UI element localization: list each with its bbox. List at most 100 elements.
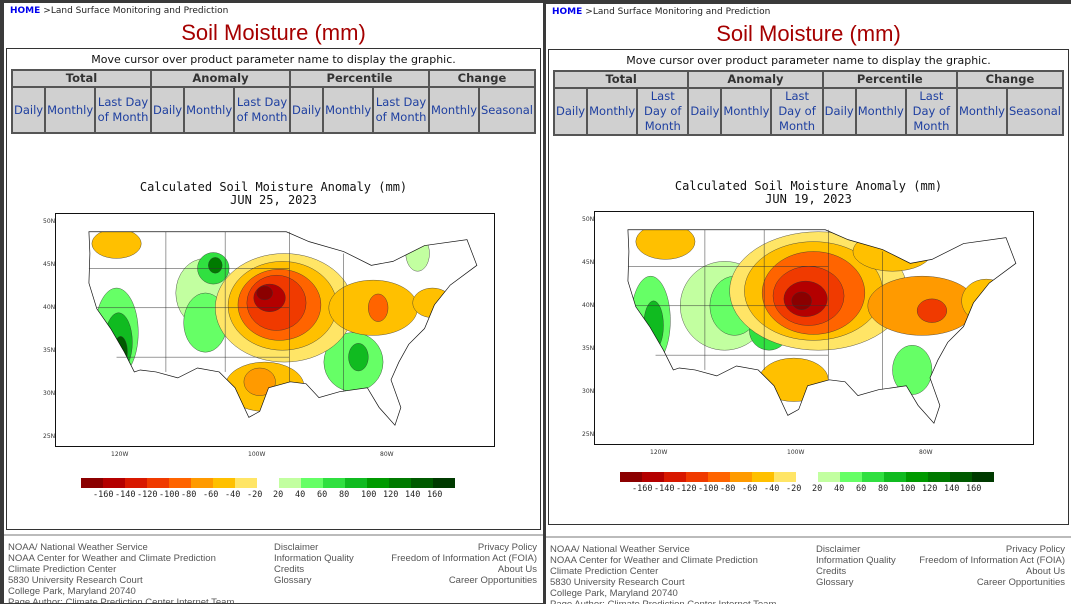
legend-swatch xyxy=(169,478,191,488)
footer-link[interactable]: Career Opportunities xyxy=(448,575,537,586)
nav-link-anomaly-daily[interactable]: Daily xyxy=(687,87,723,136)
footer-link[interactable]: Career Opportunities xyxy=(976,577,1065,588)
footer-link[interactable]: Privacy Policy xyxy=(1005,544,1065,555)
nav-link-total-last-day-of-month[interactable]: Last Day of Month xyxy=(94,86,152,134)
nav-link-percentile-daily[interactable]: Daily xyxy=(288,86,325,134)
footer-link[interactable]: Credits xyxy=(816,566,847,577)
legend-label: -140 xyxy=(654,484,675,494)
footer-link: 5830 University Research Court xyxy=(8,575,143,586)
nav-link-anomaly-monthly[interactable]: Monthly xyxy=(183,86,236,134)
legend-swatch xyxy=(686,472,708,482)
lat-label: 35N xyxy=(582,345,595,352)
nav-link-anomaly-daily[interactable]: Daily xyxy=(149,86,186,134)
nav-link-change-seasonal[interactable]: Seasonal xyxy=(1005,87,1065,136)
home-link[interactable]: HOME xyxy=(552,7,583,17)
product-nav-table: Total Anomaly Percentile Change Daily Monthly… xyxy=(10,69,537,134)
nav-link-total-monthly[interactable]: Monthly xyxy=(44,86,97,134)
nav-link-percentile-last-day-of-month[interactable]: Last Day of Month xyxy=(904,87,958,136)
legend-swatch xyxy=(862,472,884,482)
footer-link[interactable]: Disclaimer xyxy=(274,542,319,553)
product-box: Move cursor over product parameter name … xyxy=(548,49,1069,525)
lat-label: 30N xyxy=(582,388,595,395)
lat-label: 25N xyxy=(582,431,595,438)
legend-label: -160 xyxy=(632,484,653,494)
footer-link: 5830 University Research Court xyxy=(550,577,685,588)
map-date: JUN 25, 2023 xyxy=(230,193,317,207)
legend-swatch xyxy=(345,478,367,488)
footer-link[interactable]: Disclaimer xyxy=(816,544,861,555)
footer-link[interactable]: About Us xyxy=(1025,566,1065,577)
nav-link-percentile-last-day-of-month[interactable]: Last Day of Month xyxy=(372,86,430,134)
legend-label: 120 xyxy=(383,490,399,500)
footer-link: College Park, Maryland 20740 xyxy=(550,588,678,599)
page-footer: NOAA/ National Weather Service NOAA Cente… xyxy=(546,536,1071,604)
nav-link-change-seasonal[interactable]: Seasonal xyxy=(478,86,536,134)
nav-link-row: Daily Monthly Last Day of Month Daily Monthl… xyxy=(552,87,1065,136)
color-legend xyxy=(81,478,455,488)
nav-group-anomaly: Anomaly xyxy=(149,69,291,88)
nav-link-total-last-day-of-month[interactable]: Last Day of Month xyxy=(636,87,690,136)
footer-link[interactable]: Freedom of Information Act (FOIA) xyxy=(919,555,1065,566)
footer-link[interactable]: Freedom of Information Act (FOIA) xyxy=(391,553,537,564)
legend-label: -100 xyxy=(159,490,180,500)
footer-link: Page Author: Climate Prediction Center I… xyxy=(550,599,776,604)
legend-label: -20 xyxy=(247,490,263,500)
legend-label: 160 xyxy=(966,484,982,494)
footer-link[interactable]: Credits xyxy=(274,564,305,575)
legend-label: -20 xyxy=(786,484,802,494)
anomaly-region xyxy=(635,229,696,260)
footer-col2: Disclaimer Information Quality Credits Glos… xyxy=(816,544,896,588)
footer-link[interactable]: Information Quality xyxy=(274,553,354,564)
nav-link-total-monthly[interactable]: Monthly xyxy=(586,87,639,136)
footer-link[interactable]: Privacy Policy xyxy=(477,542,537,553)
nav-link-change-monthly[interactable]: Monthly xyxy=(955,87,1008,136)
legend-label: -80 xyxy=(720,484,736,494)
lat-label: 35N xyxy=(43,347,56,354)
footer-link[interactable]: Information Quality xyxy=(816,555,896,566)
anomaly-region xyxy=(348,343,369,372)
browser-page-right: HOME >Land Surface Monitoring and Predict… xyxy=(546,4,1071,604)
lon-label: 80W xyxy=(919,449,933,456)
legend-label: -120 xyxy=(137,490,158,500)
legend-swatch xyxy=(730,472,752,482)
legend-swatch xyxy=(301,478,323,488)
legend-label: -40 xyxy=(225,490,241,500)
footer-col1: NOAA/ National Weather Service NOAA Cente… xyxy=(8,542,234,603)
page-title: Soil Moisture (mm) xyxy=(181,20,366,45)
home-link[interactable]: HOME xyxy=(10,6,41,16)
nav-link-total-daily[interactable]: Daily xyxy=(10,86,47,134)
legend-label: 80 xyxy=(878,484,889,494)
legend-swatch xyxy=(367,478,389,488)
nav-link-total-daily[interactable]: Daily xyxy=(552,87,589,136)
nav-link-anomaly-monthly[interactable]: Monthly xyxy=(720,87,773,136)
nav-group-change: Change xyxy=(427,69,537,88)
nav-group-row: Total Anomaly Percentile Change xyxy=(11,69,537,88)
legend-gap xyxy=(257,478,279,488)
nav-link-anomaly-last-day-of-month[interactable]: Last Day of Month xyxy=(770,87,824,136)
footer-col3: Privacy Policy Freedom of Information Act… xyxy=(919,544,1065,588)
legend-swatch xyxy=(642,472,664,482)
nav-link-row: Daily Monthly Last Day of Month Daily Monthl… xyxy=(10,86,536,134)
footer-link[interactable]: Glossary xyxy=(816,577,854,588)
legend-swatch xyxy=(950,472,972,482)
breadcrumb: HOME >Land Surface Monitoring and Predict… xyxy=(10,6,228,16)
footer-link[interactable]: Glossary xyxy=(274,575,312,586)
lat-label: 50N xyxy=(582,216,595,223)
lat-label: 50N xyxy=(43,218,56,225)
nav-link-anomaly-last-day-of-month[interactable]: Last Day of Month xyxy=(233,86,291,134)
nav-link-change-monthly[interactable]: Monthly xyxy=(427,86,481,134)
nav-link-percentile-daily[interactable]: Daily xyxy=(821,87,857,136)
map-title-text: Calculated Soil Moisture Anomaly (mm) xyxy=(139,180,408,194)
footer-link: Page Author: Climate Prediction Center I… xyxy=(8,597,235,603)
footer-link[interactable]: About Us xyxy=(497,564,537,575)
map-title: Calculated Soil Moisture Anomaly (mm) JUN… xyxy=(7,181,540,207)
anomaly-region xyxy=(113,336,128,369)
nav-group-total: Total xyxy=(11,69,152,88)
anomaly-region xyxy=(759,357,829,402)
legend-swatch xyxy=(752,472,774,482)
nav-link-percentile-monthly[interactable]: Monthly xyxy=(322,86,375,134)
anomaly-region xyxy=(791,291,812,310)
browser-page-left: HOME >Land Surface Monitoring and Predict… xyxy=(4,3,543,603)
nav-link-percentile-monthly[interactable]: Monthly xyxy=(854,87,907,136)
footer-link: Climate Prediction Center xyxy=(550,566,659,577)
